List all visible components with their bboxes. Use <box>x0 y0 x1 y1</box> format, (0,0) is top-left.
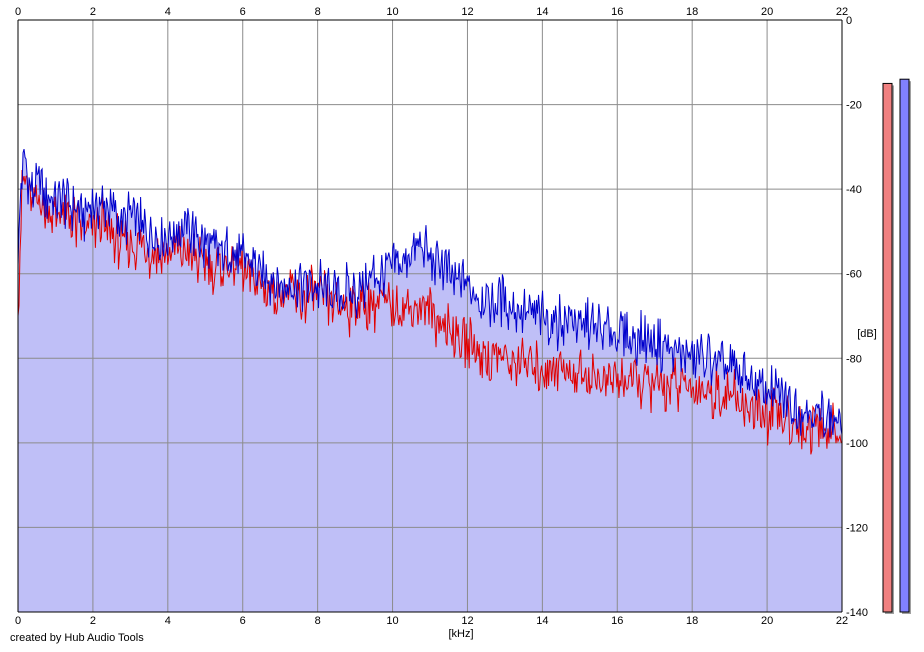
x-tick-label-top: 16 <box>611 6 623 18</box>
x-axis-label: [kHz] <box>448 628 473 640</box>
x-tick-label-top: 20 <box>761 6 773 18</box>
x-tick-label-top: 2 <box>90 6 96 18</box>
x-tick-label-top: 4 <box>165 6 171 18</box>
x-tick-label-top: 8 <box>315 6 321 18</box>
y-tick-label: -120 <box>846 522 868 534</box>
y-tick-label: -40 <box>846 184 862 196</box>
credit-text: created by Hub Audio Tools <box>10 632 144 644</box>
x-tick-label-bottom: 8 <box>315 615 321 627</box>
series-line <box>17 169 843 455</box>
x-tick-label-top: 10 <box>386 6 398 18</box>
x-tick-label-bottom: 6 <box>240 615 246 627</box>
series-group <box>17 148 843 455</box>
x-tick-label-bottom: 14 <box>536 615 548 627</box>
x-axis-top-ticks: 0 2 4 6 8 10 12 14 16 18 20 22 <box>15 6 848 18</box>
series-line <box>17 148 843 438</box>
y-axis-ticks: 0 -20 -40 -60 -80 -100 -120 -140 <box>846 15 868 619</box>
y-tick-label: -140 <box>846 607 868 619</box>
x-tick-label-bottom: 12 <box>461 615 473 627</box>
x-tick-label-top: 0 <box>15 6 21 18</box>
x-tick-label-bottom: 4 <box>165 615 171 627</box>
x-tick-label-top: 12 <box>461 6 473 18</box>
x-tick-label-bottom: 22 <box>836 615 848 627</box>
y-tick-label: -60 <box>846 269 862 281</box>
x-tick-label-bottom: 2 <box>90 615 96 627</box>
x-tick-label-bottom: 20 <box>761 615 773 627</box>
y-axis-label: [dB] <box>857 328 877 340</box>
axes <box>17 19 843 613</box>
level-meters <box>882 78 911 614</box>
x-tick-label-top: 22 <box>836 6 848 18</box>
x-tick-label-bottom: 18 <box>686 615 698 627</box>
level-meter-bar <box>899 78 910 613</box>
x-tick-label-top: 6 <box>240 6 246 18</box>
x-tick-label-top: 14 <box>536 6 548 18</box>
x-tick-label-top: 18 <box>686 6 698 18</box>
level-meter-bar <box>882 82 893 613</box>
x-tick-label-bottom: 0 <box>15 615 21 627</box>
x-axis-bottom-ticks: 0 2 4 6 8 10 12 14 16 18 20 22 <box>15 615 848 627</box>
x-tick-label-bottom: 16 <box>611 615 623 627</box>
x-tick-label-bottom: 10 <box>386 615 398 627</box>
y-tick-label: 0 <box>846 15 852 27</box>
y-tick-label: -20 <box>846 100 862 112</box>
y-tick-label: -80 <box>846 353 862 365</box>
y-tick-label: -100 <box>846 438 868 450</box>
